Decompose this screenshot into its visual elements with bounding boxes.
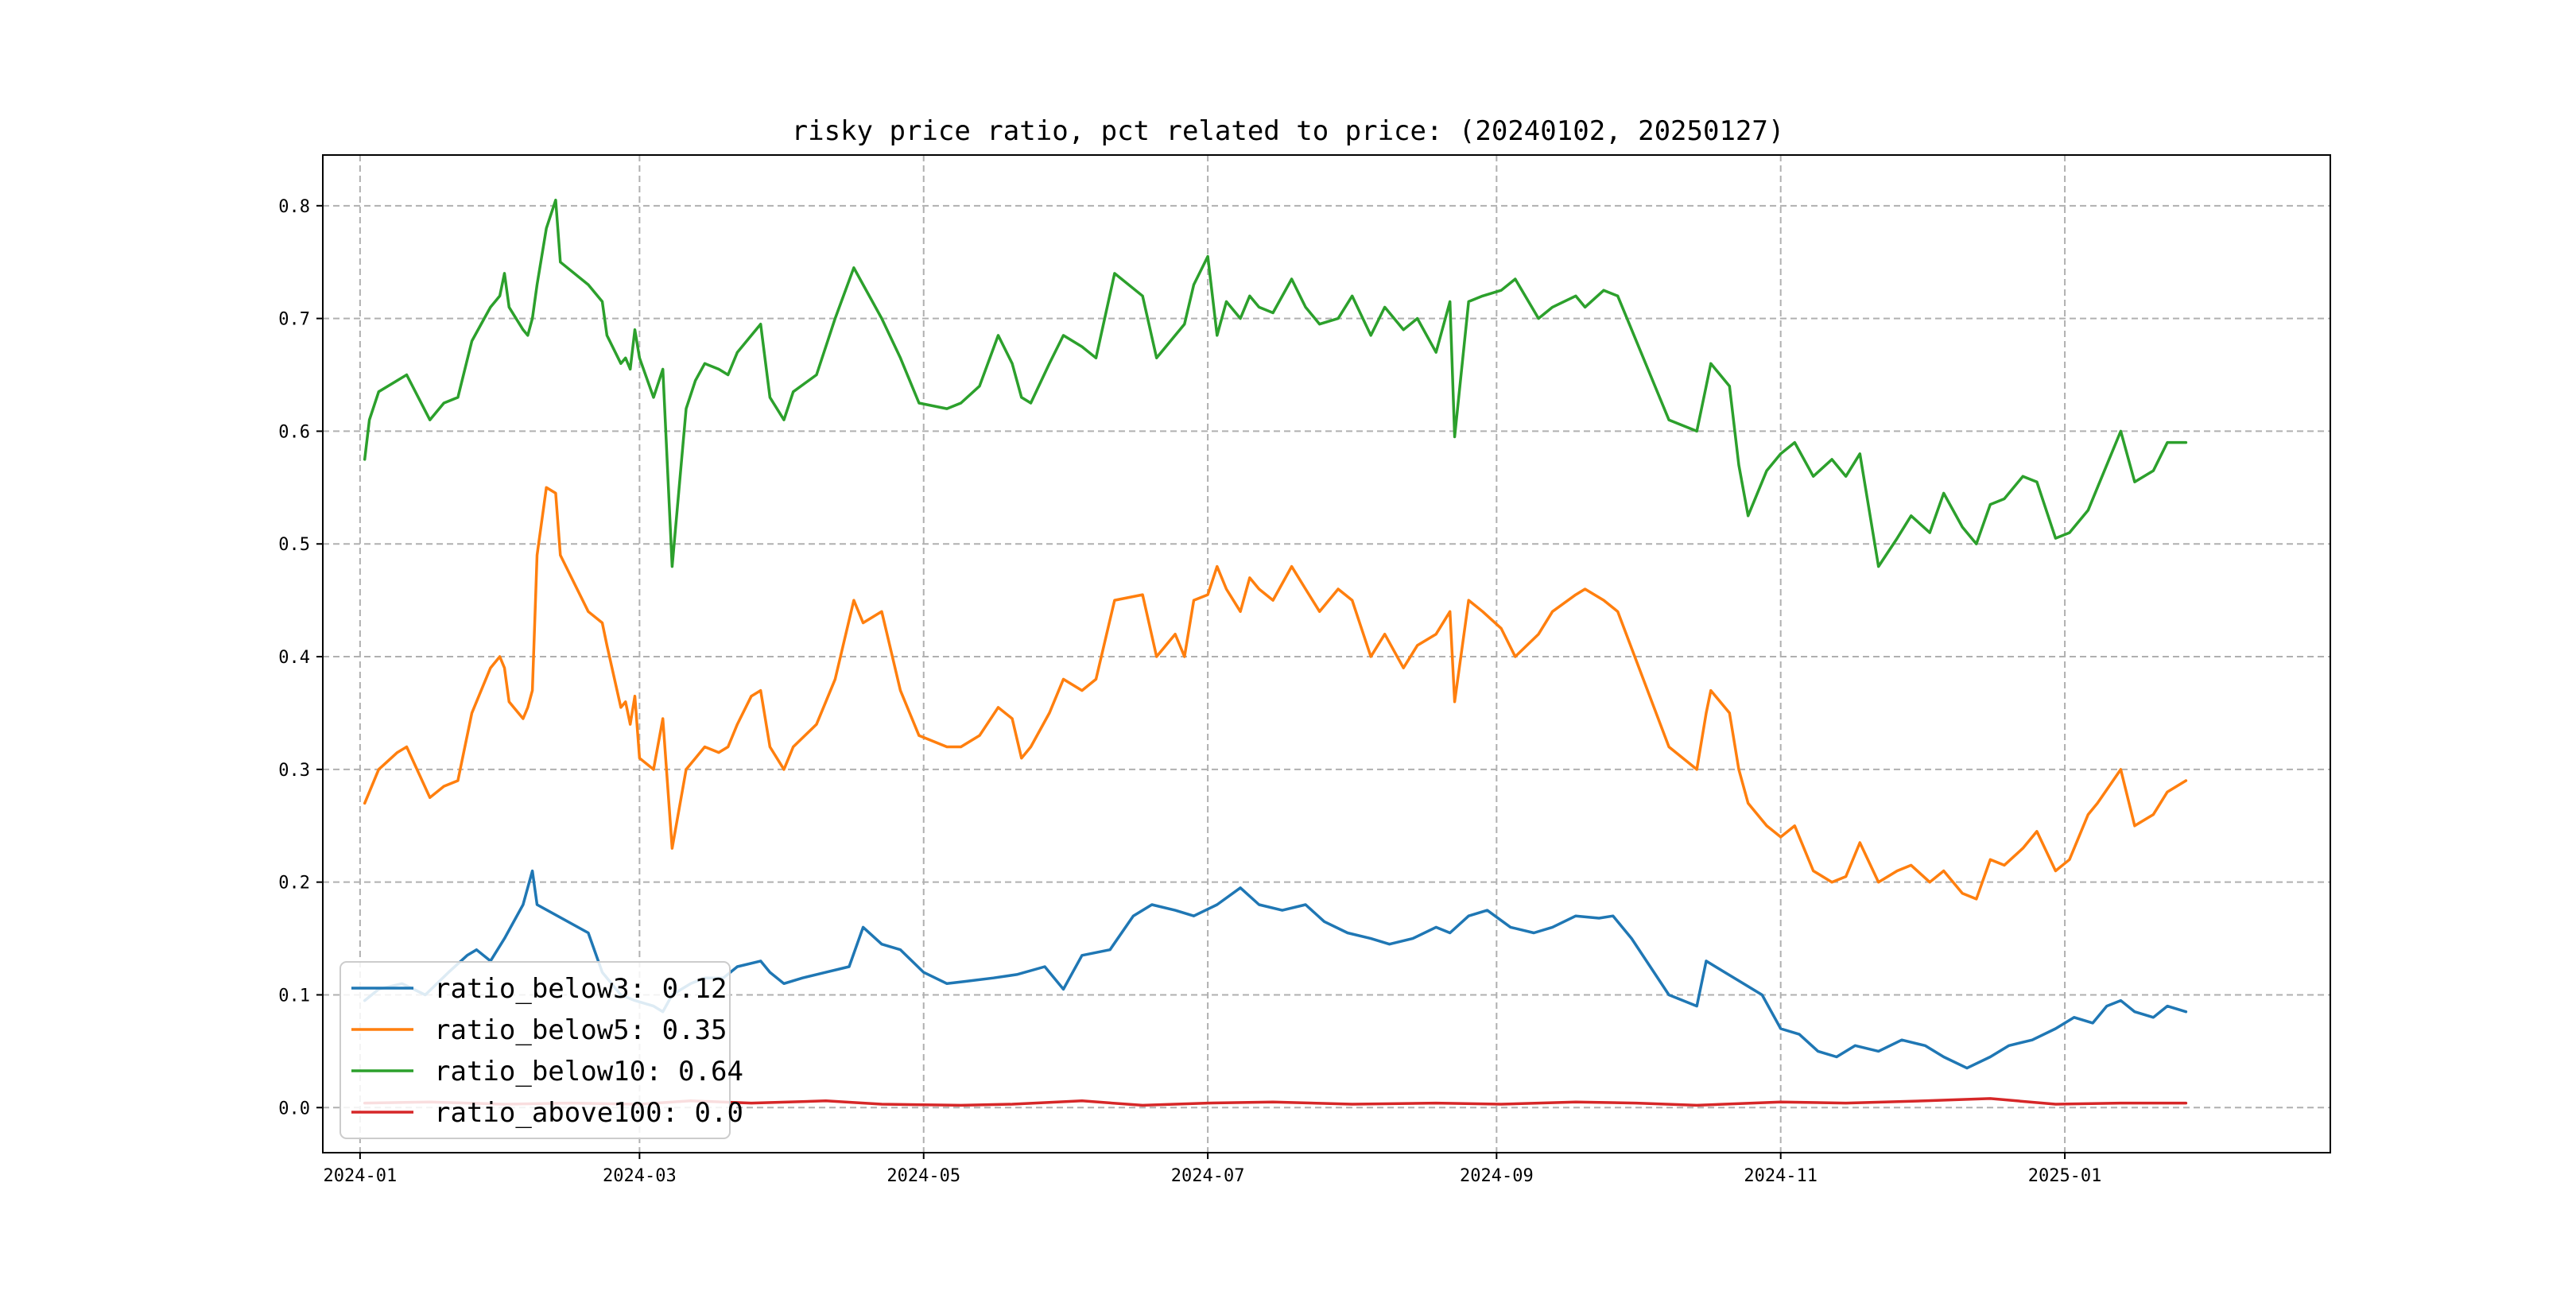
x-tick-label: 2024-01 — [324, 1166, 398, 1186]
tick-layer: 0.0 0.1 0.2 0.3 0.4 0.5 0.6 0.7 0.8 2024-01 2024-0… — [278, 197, 2101, 1186]
series-line-ratio-below10 — [363, 198, 2188, 568]
legend-frame — [339, 961, 731, 1139]
y-tick-label: 0.8 — [278, 197, 310, 217]
legend-label-ratio-below5: ratio_below5: 0.35 — [434, 1014, 727, 1046]
y-tick-label: 0.4 — [278, 648, 310, 668]
y-tick-label: 0.5 — [278, 535, 310, 555]
y-tick-label: 0.3 — [278, 761, 310, 781]
legend: ratio_below3: 0.12 ratio_below5: 0.35 rati… — [339, 961, 743, 1139]
x-tick-label: 2024-03 — [603, 1166, 677, 1186]
y-tick-label: 0.7 — [278, 310, 310, 330]
legend-label-ratio-below10: ratio_below10: 0.64 — [434, 1056, 743, 1087]
grid-layer — [323, 155, 2330, 1153]
chart-title: risky price ratio, pct related to price:… — [792, 115, 1785, 147]
plot-frame — [322, 154, 2331, 1153]
series-line-ratio-below5 — [363, 486, 2188, 901]
x-tick-label: 2024-07 — [1171, 1166, 1245, 1186]
y-tick-label: 0.1 — [278, 986, 310, 1006]
x-tick-label: 2024-05 — [886, 1166, 960, 1186]
legend-label-ratio-below3: ratio_below3: 0.12 — [434, 973, 727, 1005]
x-tick-label: 2024-11 — [1744, 1166, 1818, 1186]
x-tick-label: 2024-09 — [1460, 1166, 1534, 1186]
legend-label-ratio-above100: ratio_above100: 0.0 — [434, 1097, 743, 1129]
x-tick-label: 2025-01 — [2028, 1166, 2102, 1186]
y-tick-label: 0.6 — [278, 422, 310, 442]
y-tick-label: 0.0 — [278, 1099, 310, 1118]
y-tick-label: 0.2 — [278, 874, 310, 894]
